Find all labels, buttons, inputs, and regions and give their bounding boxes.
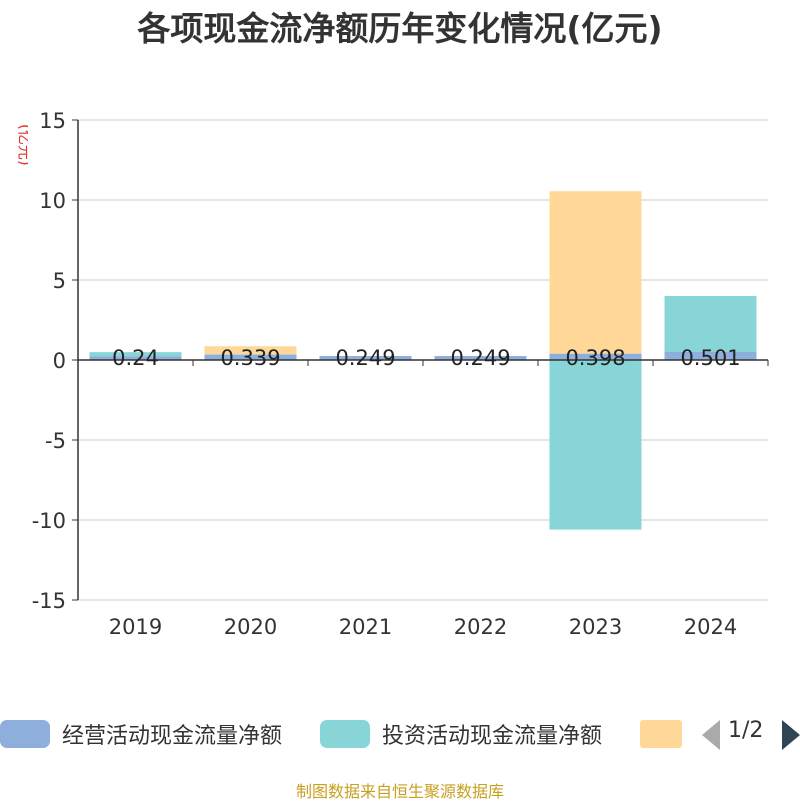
chevron-right-icon[interactable] [782, 720, 800, 750]
chart-plot: 15 10 5 0 -5 -10 -15 0.24 0.339 0.249 0.249 0.398 0.… [0, 0, 800, 700]
y-tick-label: 0 [53, 349, 66, 373]
data-label-2022: 0.249 [450, 346, 510, 370]
legend-item-financing[interactable] [640, 712, 682, 756]
y-tick-label: 10 [39, 189, 66, 213]
legend-pager-text: 1/2 [728, 718, 763, 743]
legend-label-investing: 投资活动现金流量净额 [382, 718, 602, 750]
data-label-2020: 0.339 [220, 346, 280, 370]
legend-item-investing[interactable]: 投资活动现金流量净额 [320, 712, 602, 756]
legend-item-operating[interactable]: 经营活动现金流量净额 [0, 712, 282, 756]
chevron-left-icon[interactable] [702, 720, 720, 750]
data-source-footer: 制图数据来自恒生聚源数据库 [0, 778, 800, 802]
data-label-2019: 0.24 [112, 346, 159, 370]
x-tick-label: 2020 [224, 615, 277, 639]
x-tick-label: 2023 [569, 615, 622, 639]
legend-swatch-operating [0, 720, 50, 748]
y-tick-label: 5 [53, 269, 66, 293]
y-tick-label: -5 [45, 429, 66, 453]
data-label-2024: 0.501 [680, 346, 740, 370]
legend-swatch-financing [640, 720, 682, 748]
legend-label-operating: 经营活动现金流量净额 [62, 718, 282, 750]
y-tick-label: -15 [32, 589, 66, 613]
x-tick-label: 2019 [109, 615, 162, 639]
bar-2023-series-2 [550, 191, 642, 353]
x-tick-label: 2024 [684, 615, 737, 639]
x-tick-label: 2021 [339, 615, 392, 639]
data-label-2021: 0.249 [335, 346, 395, 370]
legend: 经营活动现金流量净额 投资活动现金流量净额 1/2 [0, 712, 800, 756]
legend-swatch-investing [320, 720, 370, 748]
data-label-2023: 0.398 [565, 346, 625, 370]
y-tick-label: 15 [39, 109, 66, 133]
bar-2024-series-1 [665, 296, 757, 352]
y-tick-label: -10 [32, 509, 66, 533]
bar-2023-series-1 [550, 360, 642, 530]
x-tick-label: 2022 [454, 615, 507, 639]
